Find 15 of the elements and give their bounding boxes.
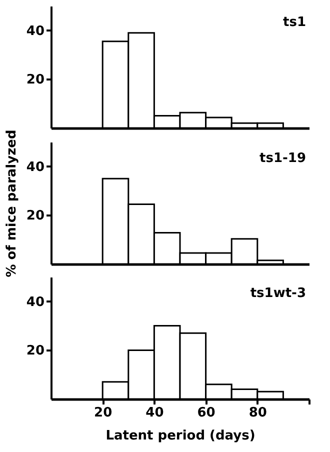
y-tick-label: 40 xyxy=(26,294,44,310)
y-axis-title: % of mice paralyzed xyxy=(4,130,20,278)
x-tick-label: 40 xyxy=(146,406,164,420)
x-tick-label: 20 xyxy=(94,406,112,420)
text: ts1 xyxy=(283,15,306,30)
y-tick-label: 20 xyxy=(26,208,44,224)
y-tick-label: 40 xyxy=(26,160,44,175)
text: ts1-19 xyxy=(260,151,306,166)
y-tick-label: 20 xyxy=(26,72,44,88)
y-tick-label: 40 xyxy=(26,24,44,39)
text: ts1wt-3 xyxy=(250,286,306,301)
x-tick-label: 60 xyxy=(197,406,216,420)
y-tick-label: 20 xyxy=(26,344,44,359)
x-tick-label: 80 xyxy=(248,406,267,420)
x-axis-title: Latent period (days) xyxy=(106,428,256,444)
